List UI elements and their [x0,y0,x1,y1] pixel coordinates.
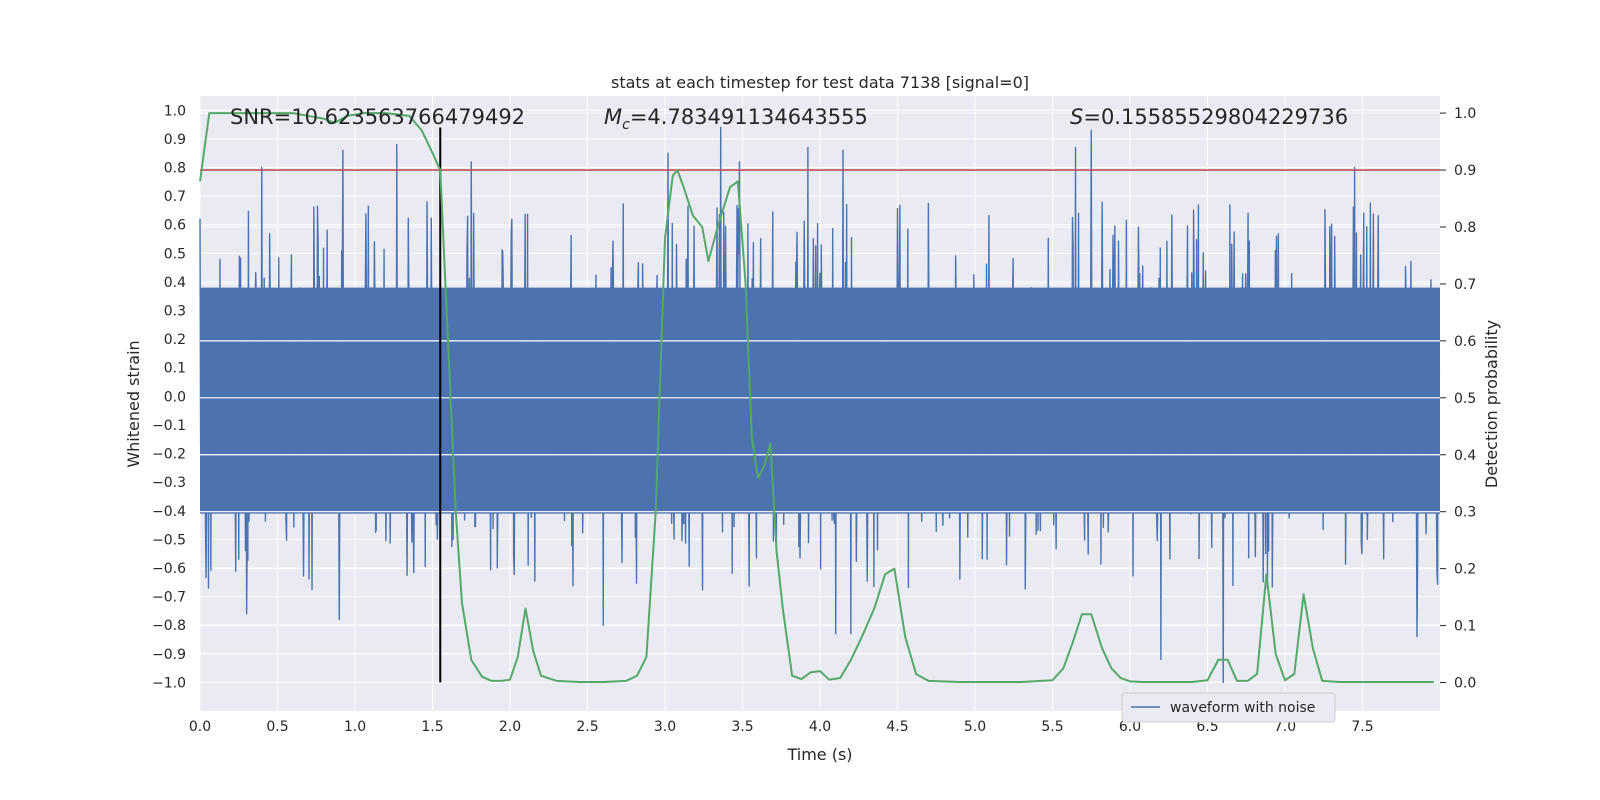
x-axis-label: Time (s) [786,745,852,764]
y-tick-label: −0.2 [152,447,186,463]
y-axis-right-label: Detection probability [1482,320,1501,488]
chirp-mass-value: =4.783491134643555 [630,105,868,129]
x-tick-label: 3.5 [731,719,753,735]
s-annotation: S=0.15585529804229736 [1070,105,1348,129]
legend-box [1121,692,1336,723]
legend-label: waveform with noise [1170,700,1315,716]
x-tick-label: 2.5 [576,719,598,735]
waveform-line [199,126,1441,684]
x-tick-label: 0.5 [266,719,288,735]
detection-probability-line [199,112,1434,683]
legend: waveform with noise [1121,692,1336,723]
chirp-mass-annotation: Mc=4.783491134643555 [604,105,868,133]
y-tick-label: 0.1 [164,361,186,377]
y-right-tick-label: 0.4 [1454,448,1476,464]
y-tick-label: 0.2 [164,332,186,348]
x-tick-label: 0.0 [189,719,211,735]
x-tick-label: 4.0 [809,719,831,735]
y-tick-label: −0.8 [152,618,186,634]
y-right-tick-label: 0.9 [1454,163,1476,179]
snr-annotation: SNR=10.623563766479492 [230,105,525,129]
y-right-tick-label: 0.8 [1454,220,1476,236]
y-tick-label: 0.4 [164,275,186,291]
x-tick-label: 1.0 [344,719,366,735]
y-tick-label: −0.5 [152,532,186,548]
y-tick-label: 0.8 [164,161,186,177]
y-right-tick-label: 0.6 [1454,334,1476,350]
chirp-mass-subscript: c [622,117,630,133]
y-tick-label: −0.7 [152,590,186,606]
y-tick-label: 0.9 [164,132,186,148]
y-right-tick-label: 0.5 [1454,391,1476,407]
s-value: =0.15585529804229736 [1083,105,1348,129]
x-tick-label: 5.0 [964,719,986,735]
y-right-tick-label: 0.1 [1454,619,1476,635]
chirp-mass-symbol: M [604,105,622,129]
x-tick-label: 6.5 [1196,719,1218,735]
x-tick-label: 5.5 [1041,719,1063,735]
x-axis-ticks: 0.0 0.5 1.0 1.5 2.0 2.5 3.0 3.5 4.0 4.5 5.0 5.5 6.0 6… [189,719,1374,735]
y-tick-label: 0.5 [164,246,186,262]
y-tick-label: −0.1 [152,418,186,434]
chart-title: stats at each timestep for test data 713… [611,73,1029,92]
s-symbol: S [1070,105,1083,129]
y-axis-left-ticks: 1.0 0.9 0.8 0.7 0.6 0.5 0.4 0.3 0.2 0.1 0.0 −0.1 −0.… [152,103,186,691]
y-tick-label: 1.0 [164,103,186,119]
x-tick-label: 7.5 [1351,719,1373,735]
y-tick-label: 0.0 [164,389,186,405]
x-tick-label: 3.0 [654,719,676,735]
y-tick-label: −0.3 [152,475,186,491]
x-tick-label: 2.0 [499,719,521,735]
y-tick-label: 0.3 [164,304,186,320]
waveform-series [199,126,1441,684]
y-tick-label: −0.9 [152,647,186,663]
overlay-layer [199,112,1440,683]
y-right-tick-label: 0.7 [1454,277,1476,293]
y-tick-label: −0.6 [152,561,186,577]
x-tick-label: 4.5 [886,719,908,735]
y-right-tick-label: 0.3 [1454,505,1476,521]
y-tick-label: −1.0 [152,675,186,691]
y-right-tick-label: 0.0 [1454,676,1476,692]
x-tick-label: 7.0 [1274,719,1296,735]
y-axis-label: Whitened strain [124,340,143,467]
x-tick-label: 1.5 [421,719,443,735]
y-right-tick-label: 0.2 [1454,562,1476,578]
y-axis-right-ticks: 1.0 0.9 0.8 0.7 0.6 0.5 0.4 0.3 0.2 0.1 0.0 [1440,106,1476,692]
y-tick-label: −0.4 [152,504,186,520]
y-tick-label: 0.6 [164,218,186,234]
x-tick-label: 6.0 [1119,719,1141,735]
y-right-tick-label: 1.0 [1454,106,1476,122]
y-tick-label: 0.7 [164,189,186,205]
